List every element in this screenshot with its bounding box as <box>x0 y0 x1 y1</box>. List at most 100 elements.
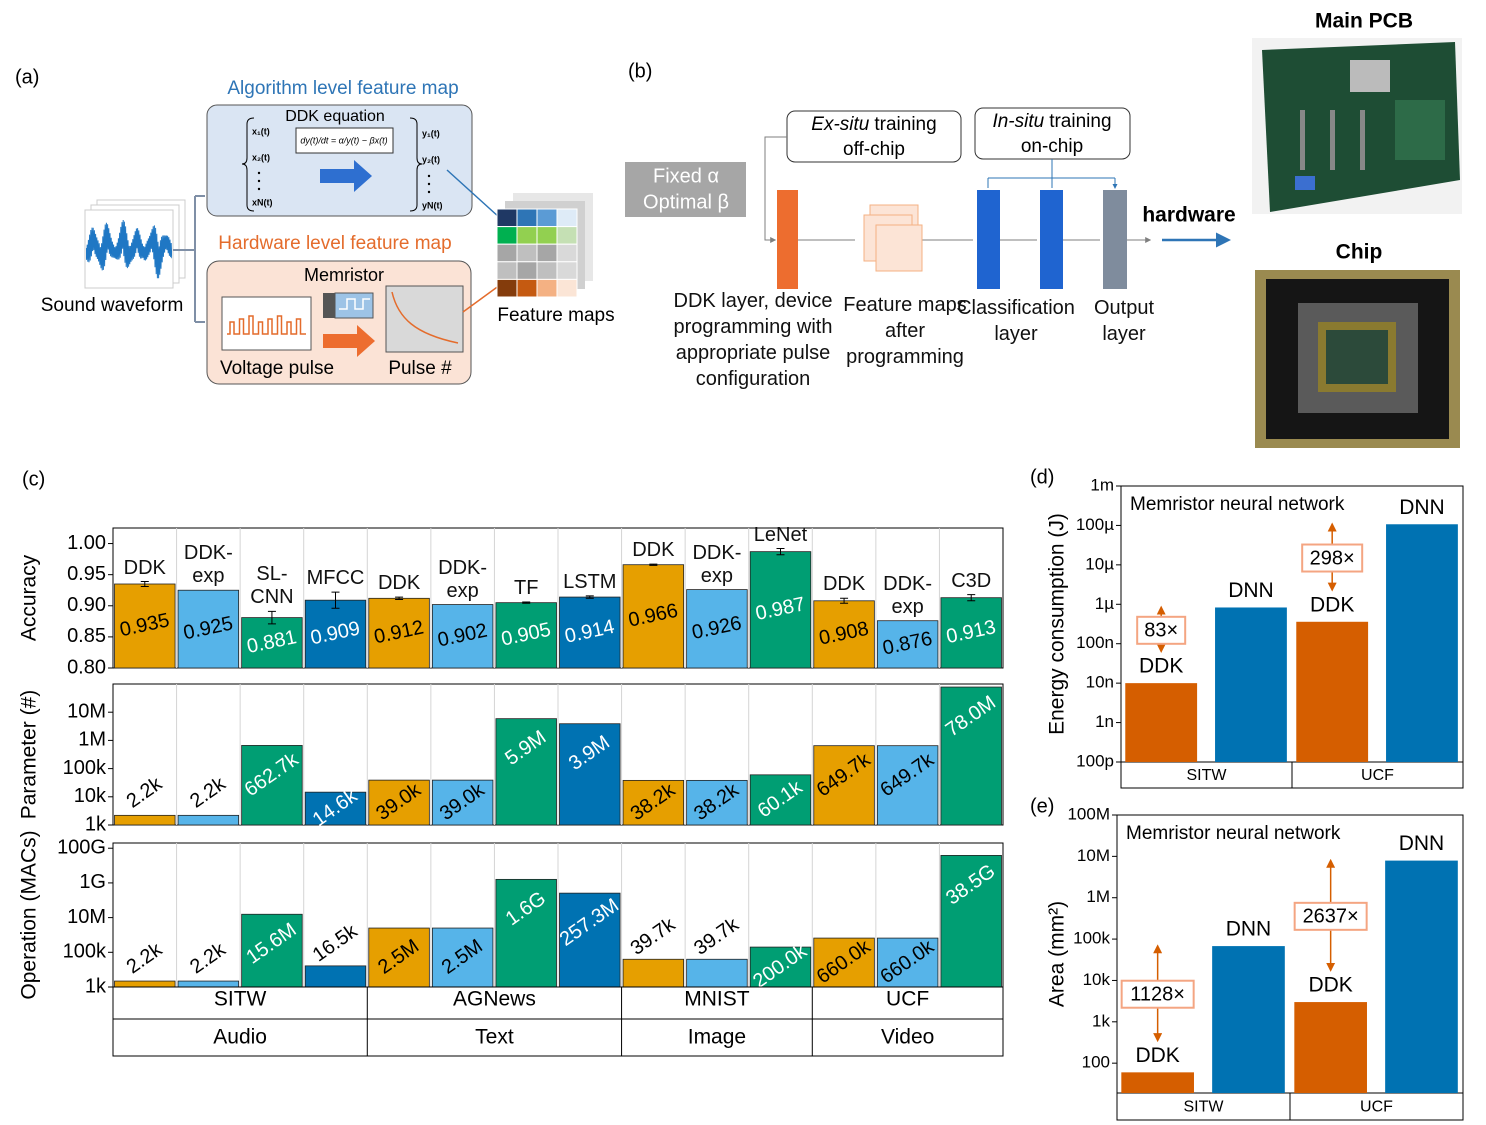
bar <box>1385 860 1458 1093</box>
grid-cell <box>536 261 558 280</box>
annotation-box <box>1136 615 1187 645</box>
series-label: DDK <box>1308 974 1352 997</box>
dataset-label: AGNews <box>453 988 536 1011</box>
y-axis-label: Operation (MACs) <box>18 830 41 999</box>
value-label: 39.7k <box>690 913 744 960</box>
panel-label: (b) <box>628 60 652 82</box>
bar <box>686 958 748 988</box>
error-bar <box>776 548 785 556</box>
series-label: DNN <box>1228 579 1274 602</box>
bar <box>749 946 812 988</box>
y-tick-label: 1M <box>1086 887 1110 906</box>
bar <box>304 791 367 826</box>
panel-label: (a) <box>15 66 39 88</box>
y-axis-label: Parameter (#) <box>18 690 41 820</box>
bracket <box>988 159 1115 179</box>
ex-situ-text: off-chip <box>843 139 905 160</box>
y-tick-label: 10n <box>1086 673 1114 692</box>
y-tick-label: 1µ <box>1095 594 1114 613</box>
in-situ-text: on-chip <box>1021 136 1083 157</box>
y-tick-label: 100k <box>63 757 107 779</box>
y-axis-label: Accuracy <box>18 554 41 641</box>
bar <box>622 779 685 826</box>
pcb-part <box>1295 176 1315 190</box>
input-label: Sound waveform <box>41 295 184 316</box>
bar <box>559 892 621 988</box>
bar <box>1125 683 1198 762</box>
grid-cell <box>556 208 578 228</box>
value-label: 2.2k <box>123 772 167 812</box>
modality-label: Audio <box>213 1026 267 1049</box>
grid-cell <box>496 208 518 228</box>
output: yN(t) <box>422 200 443 210</box>
bar <box>241 745 303 826</box>
y-tick-label: 0.85 <box>67 625 106 647</box>
dataset-label: SITW <box>214 988 267 1011</box>
grid-cell <box>496 226 518 245</box>
pulse-plot <box>221 296 312 351</box>
grid-cell <box>556 261 578 280</box>
y-tick-label: 100k <box>1073 929 1110 948</box>
category-row <box>112 1018 1004 1057</box>
bar <box>1296 621 1369 762</box>
emphasis: Ex-situ <box>811 114 870 135</box>
error-bar <box>267 610 276 625</box>
bar <box>686 779 748 826</box>
y-tick-label: 1n <box>1095 712 1114 731</box>
grid-cell <box>516 243 538 263</box>
series-label: DDK <box>1139 655 1183 678</box>
input: x₁(t) <box>252 126 270 136</box>
series-label: DNN <box>1399 496 1445 519</box>
bar <box>749 774 812 826</box>
response-label: Pulse # <box>388 358 452 379</box>
pcb-connectors <box>1300 100 1445 170</box>
equation: dy(t)/dt = α/y(t) − βx(t) <box>300 135 387 145</box>
bar <box>304 599 367 669</box>
bar <box>622 564 685 669</box>
bar <box>431 604 494 669</box>
bar <box>1294 1002 1367 1093</box>
modality-label: Video <box>881 1026 934 1049</box>
annotation: 2637× <box>1303 906 1359 928</box>
grid-cell <box>496 243 518 263</box>
waveform <box>86 219 172 279</box>
grid-cell <box>516 226 538 245</box>
bar <box>1215 607 1287 762</box>
bar <box>1212 946 1285 1093</box>
hardware-title: Hardware level feature map <box>218 233 451 254</box>
output-label: Feature maps <box>497 305 614 326</box>
category-label: UCF <box>1361 767 1394 784</box>
bar <box>876 745 939 826</box>
text: training <box>1049 111 1111 132</box>
y-tick-label: 10M <box>67 906 106 928</box>
bar <box>495 878 557 988</box>
value-label: 2.2k <box>186 938 230 978</box>
category-label: SITW <box>1184 1099 1225 1116</box>
dots <box>257 171 431 194</box>
y-tick-label: 10M <box>1077 846 1110 865</box>
y-tick-label: 1M <box>78 729 106 751</box>
bar <box>495 718 557 826</box>
connector <box>173 195 205 323</box>
chart-title: Memristor neural network <box>1130 494 1345 515</box>
y-tick-label: 1k <box>85 975 107 997</box>
annotation-box <box>1293 901 1368 931</box>
value-label: 39.7k <box>627 913 681 960</box>
pulse-train <box>227 315 306 335</box>
grid-cell <box>556 226 578 245</box>
connector <box>446 169 501 219</box>
y-tick-label: 100µ <box>1076 515 1114 534</box>
grid-cell <box>556 243 578 263</box>
error-bar <box>585 595 594 599</box>
target: hardware <box>1142 204 1235 227</box>
panel-label: (c) <box>22 468 45 490</box>
grid-cell <box>536 278 558 298</box>
emphasis: In-situ <box>992 111 1044 132</box>
y-tick-label: 0.80 <box>67 656 106 678</box>
equation-title: DDK equation <box>285 108 385 125</box>
error-bar <box>649 563 658 566</box>
y-axis-label: Area (mm²) <box>1046 901 1069 1007</box>
map-icon <box>875 224 923 272</box>
